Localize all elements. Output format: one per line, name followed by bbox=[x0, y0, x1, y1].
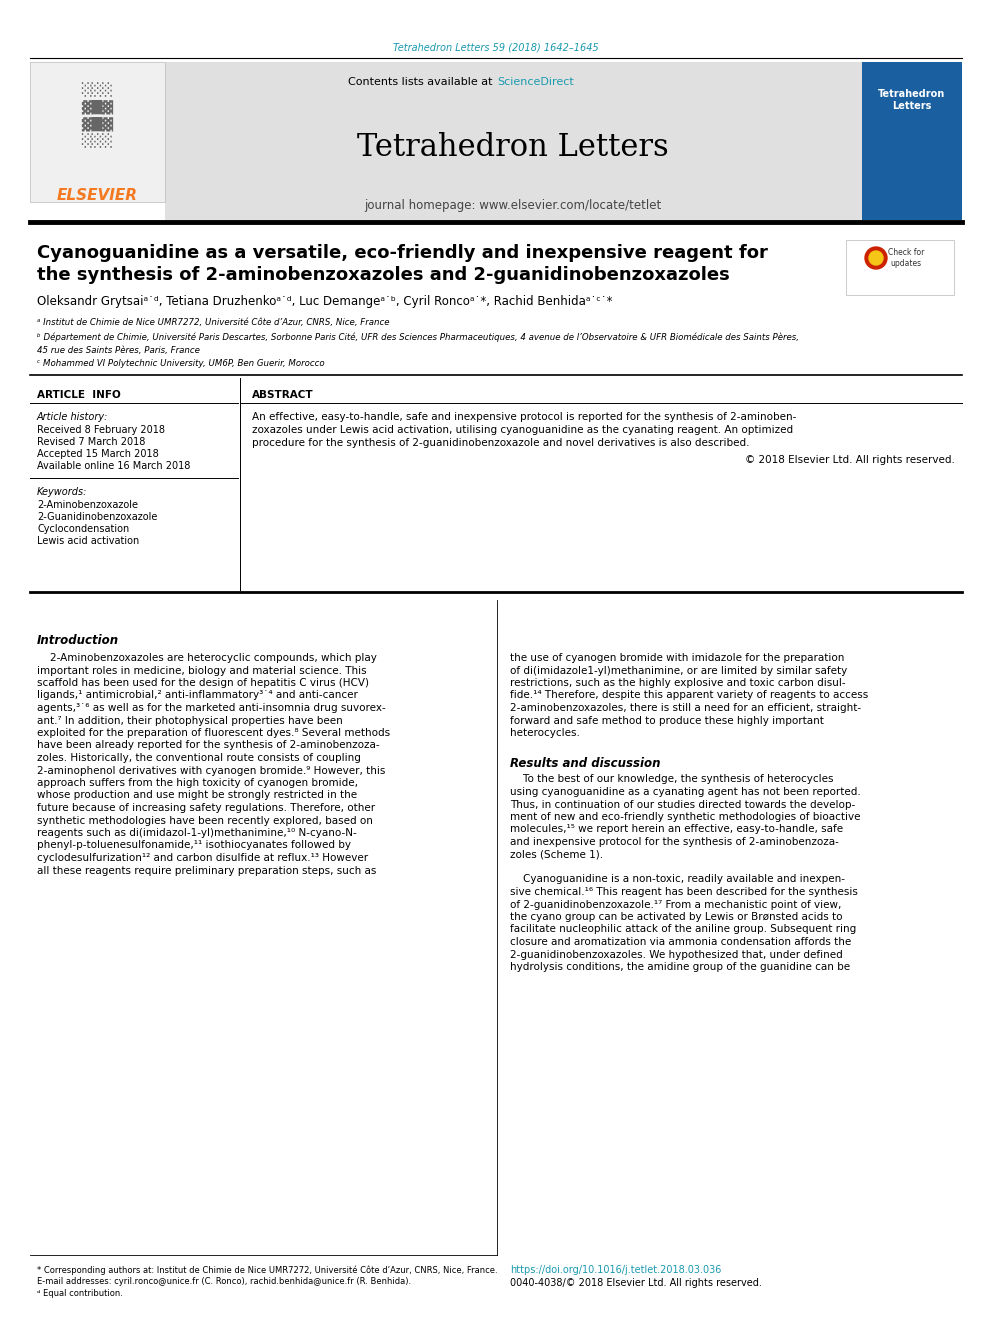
Text: Keywords:: Keywords: bbox=[37, 487, 87, 497]
Text: ligands,¹ antimicrobial,² anti-inflammatory³˙⁴ and anti-cancer: ligands,¹ antimicrobial,² anti-inflammat… bbox=[37, 691, 358, 700]
Text: hydrolysis conditions, the amidine group of the guanidine can be: hydrolysis conditions, the amidine group… bbox=[510, 962, 850, 972]
Text: all these reagents require preliminary preparation steps, such as: all these reagents require preliminary p… bbox=[37, 865, 376, 876]
Text: ᵈ Equal contribution.: ᵈ Equal contribution. bbox=[37, 1290, 123, 1298]
Text: phenyl-p-toluenesulfonamide,¹¹ isothiocyanates followed by: phenyl-p-toluenesulfonamide,¹¹ isothiocy… bbox=[37, 840, 351, 851]
Text: of 2-guanidinobenzoxazole.¹⁷ From a mechanistic point of view,: of 2-guanidinobenzoxazole.¹⁷ From a mech… bbox=[510, 900, 841, 909]
Text: 2-Aminobenzoxazoles are heterocyclic compounds, which play: 2-Aminobenzoxazoles are heterocyclic com… bbox=[37, 654, 377, 663]
Circle shape bbox=[865, 247, 887, 269]
Text: To the best of our knowledge, the synthesis of heterocycles: To the best of our knowledge, the synthe… bbox=[510, 774, 833, 785]
Text: Thus, in continuation of our studies directed towards the develop-: Thus, in continuation of our studies dir… bbox=[510, 799, 855, 810]
Text: important roles in medicine, biology and material science. This: important roles in medicine, biology and… bbox=[37, 665, 367, 676]
Text: fide.¹⁴ Therefore, despite this apparent variety of reagents to access: fide.¹⁴ Therefore, despite this apparent… bbox=[510, 691, 868, 700]
Text: ᵃ Institut de Chimie de Nice UMR7272, Université Côte d’Azur, CNRS, Nice, France: ᵃ Institut de Chimie de Nice UMR7272, Un… bbox=[37, 319, 390, 328]
Text: ARTICLE  INFO: ARTICLE INFO bbox=[37, 390, 121, 400]
Text: reagents such as di(imidazol-1-yl)methanimine,¹⁰ N-cyano-N-: reagents such as di(imidazol-1-yl)methan… bbox=[37, 828, 357, 837]
Text: Check for
updates: Check for updates bbox=[888, 249, 925, 267]
Text: the synthesis of 2-aminobenzoxazoles and 2-guanidinobenzoxazoles: the synthesis of 2-aminobenzoxazoles and… bbox=[37, 266, 730, 284]
Text: using cyanoguanidine as a cyanating agent has not been reported.: using cyanoguanidine as a cyanating agen… bbox=[510, 787, 861, 796]
Text: 45 rue des Saints Pères, Paris, France: 45 rue des Saints Pères, Paris, France bbox=[37, 345, 199, 355]
Text: the cyano group can be activated by Lewis or Brønsted acids to: the cyano group can be activated by Lewi… bbox=[510, 912, 842, 922]
Bar bbox=[862, 62, 962, 220]
Text: scaffold has been used for the design of hepatitis C virus (HCV): scaffold has been used for the design of… bbox=[37, 677, 369, 688]
Text: facilitate nucleophilic attack of the aniline group. Subsequent ring: facilitate nucleophilic attack of the an… bbox=[510, 925, 856, 934]
Text: heterocycles.: heterocycles. bbox=[510, 728, 580, 738]
Text: ant.⁷ In addition, their photophysical properties have been: ant.⁷ In addition, their photophysical p… bbox=[37, 716, 343, 725]
Text: the use of cyanogen bromide with imidazole for the preparation: the use of cyanogen bromide with imidazo… bbox=[510, 654, 844, 663]
Text: zoxazoles under Lewis acid activation, utilising cyanoguanidine as the cyanating: zoxazoles under Lewis acid activation, u… bbox=[252, 425, 794, 435]
Text: 2-guanidinobenzoxazoles. We hypothesized that, under defined: 2-guanidinobenzoxazoles. We hypothesized… bbox=[510, 950, 843, 959]
Text: 2-Guanidinobenzoxazole: 2-Guanidinobenzoxazole bbox=[37, 512, 158, 523]
Text: 2-aminophenol derivatives with cyanogen bromide.⁹ However, this: 2-aminophenol derivatives with cyanogen … bbox=[37, 766, 385, 775]
Text: 0040-4038/© 2018 Elsevier Ltd. All rights reserved.: 0040-4038/© 2018 Elsevier Ltd. All right… bbox=[510, 1278, 762, 1289]
Text: Lewis acid activation: Lewis acid activation bbox=[37, 536, 139, 546]
Text: ABSTRACT: ABSTRACT bbox=[252, 390, 313, 400]
Text: approach suffers from the high toxicity of cyanogen bromide,: approach suffers from the high toxicity … bbox=[37, 778, 358, 789]
Text: Available online 16 March 2018: Available online 16 March 2018 bbox=[37, 460, 190, 471]
Bar bbox=[165, 62, 862, 220]
Bar bbox=[30, 62, 165, 202]
Text: ᶜ Mohammed VI Polytechnic University, UM6P, Ben Guerir, Morocco: ᶜ Mohammed VI Polytechnic University, UM… bbox=[37, 359, 324, 368]
Text: zoles. Historically, the conventional route consists of coupling: zoles. Historically, the conventional ro… bbox=[37, 753, 361, 763]
Bar bbox=[846, 239, 954, 295]
Text: Article history:: Article history: bbox=[37, 411, 108, 422]
Text: Introduction: Introduction bbox=[37, 634, 119, 647]
Text: An effective, easy-to-handle, safe and inexpensive protocol is reported for the : An effective, easy-to-handle, safe and i… bbox=[252, 411, 797, 422]
Text: Results and discussion: Results and discussion bbox=[510, 757, 661, 770]
Text: Cyclocondensation: Cyclocondensation bbox=[37, 524, 129, 534]
Text: Oleksandr Grytsaiᵃ˙ᵈ, Tetiana Druzhenkoᵃ˙ᵈ, Luc Demangeᵃ˙ᵇ, Cyril Roncoᵃ˙*, Rach: Oleksandr Grytsaiᵃ˙ᵈ, Tetiana Druzhenkoᵃ… bbox=[37, 295, 612, 308]
Text: E-mail addresses: cyril.ronco@unice.fr (C. Ronco), rachid.benhida@unice.fr (R. B: E-mail addresses: cyril.ronco@unice.fr (… bbox=[37, 1278, 411, 1286]
Text: synthetic methodologies have been recently explored, based on: synthetic methodologies have been recent… bbox=[37, 815, 373, 826]
Text: future because of increasing safety regulations. Therefore, other: future because of increasing safety regu… bbox=[37, 803, 375, 814]
Text: zoles (Scheme 1).: zoles (Scheme 1). bbox=[510, 849, 603, 860]
Text: Tetrahedron
Letters: Tetrahedron Letters bbox=[878, 89, 945, 111]
Circle shape bbox=[869, 251, 883, 265]
Text: Tetrahedron Letters: Tetrahedron Letters bbox=[357, 132, 669, 164]
Text: exploited for the preparation of fluorescent dyes.⁸ Several methods: exploited for the preparation of fluores… bbox=[37, 728, 390, 738]
Text: sive chemical.¹⁶ This reagent has been described for the synthesis: sive chemical.¹⁶ This reagent has been d… bbox=[510, 886, 858, 897]
Text: © 2018 Elsevier Ltd. All rights reserved.: © 2018 Elsevier Ltd. All rights reserved… bbox=[745, 455, 955, 464]
Text: Received 8 February 2018: Received 8 February 2018 bbox=[37, 425, 165, 435]
Text: whose production and use might be strongly restricted in the: whose production and use might be strong… bbox=[37, 791, 357, 800]
Text: Contents lists available at: Contents lists available at bbox=[348, 77, 496, 87]
Text: molecules,¹⁵ we report herein an effective, easy-to-handle, safe: molecules,¹⁵ we report herein an effecti… bbox=[510, 824, 843, 835]
Text: ░░░
▓█▓
▓█▓
░░░: ░░░ ▓█▓ ▓█▓ ░░░ bbox=[81, 82, 113, 148]
Text: closure and aromatization via ammonia condensation affords the: closure and aromatization via ammonia co… bbox=[510, 937, 851, 947]
Text: agents,³˙⁶ as well as for the marketed anti-insomnia drug suvorex-: agents,³˙⁶ as well as for the marketed a… bbox=[37, 703, 386, 713]
Text: Cyanoguanidine as a versatile, eco-friendly and inexpensive reagent for: Cyanoguanidine as a versatile, eco-frien… bbox=[37, 243, 768, 262]
Text: forward and safe method to produce these highly important: forward and safe method to produce these… bbox=[510, 716, 824, 725]
Text: have been already reported for the synthesis of 2-aminobenzoza-: have been already reported for the synth… bbox=[37, 741, 380, 750]
Text: ᵇ Département de Chimie, Université Paris Descartes, Sorbonne Paris Cité, UFR de: ᵇ Département de Chimie, Université Pari… bbox=[37, 332, 799, 341]
Text: Revised 7 March 2018: Revised 7 March 2018 bbox=[37, 437, 146, 447]
Text: * Corresponding authors at: Institut de Chimie de Nice UMR7272, Université Côte : * Corresponding authors at: Institut de … bbox=[37, 1265, 498, 1275]
Text: journal homepage: www.elsevier.com/locate/tetlet: journal homepage: www.elsevier.com/locat… bbox=[364, 198, 662, 212]
Text: and inexpensive protocol for the synthesis of 2-aminobenzoza-: and inexpensive protocol for the synthes… bbox=[510, 837, 839, 847]
Text: ment of new and eco-friendly synthetic methodologies of bioactive: ment of new and eco-friendly synthetic m… bbox=[510, 812, 860, 822]
Text: of di(imidazole1-yl)methanimine, or are limited by similar safety: of di(imidazole1-yl)methanimine, or are … bbox=[510, 665, 847, 676]
Text: ScienceDirect: ScienceDirect bbox=[497, 77, 573, 87]
Text: restrictions, such as the highly explosive and toxic carbon disul-: restrictions, such as the highly explosi… bbox=[510, 677, 845, 688]
Text: procedure for the synthesis of 2-guanidinobenzoxazole and novel derivatives is a: procedure for the synthesis of 2-guanidi… bbox=[252, 438, 750, 448]
Text: Accepted 15 March 2018: Accepted 15 March 2018 bbox=[37, 448, 159, 459]
Text: cyclodesulfurization¹² and carbon disulfide at reflux.¹³ However: cyclodesulfurization¹² and carbon disulf… bbox=[37, 853, 368, 863]
Text: Cyanoguanidine is a non-toxic, readily available and inexpen-: Cyanoguanidine is a non-toxic, readily a… bbox=[510, 875, 845, 885]
Text: https://doi.org/10.1016/j.tetlet.2018.03.036: https://doi.org/10.1016/j.tetlet.2018.03… bbox=[510, 1265, 721, 1275]
Text: Tetrahedron Letters 59 (2018) 1642–1645: Tetrahedron Letters 59 (2018) 1642–1645 bbox=[393, 44, 599, 53]
Text: 2-aminobenzoxazoles, there is still a need for an efficient, straight-: 2-aminobenzoxazoles, there is still a ne… bbox=[510, 703, 861, 713]
Text: ELSEVIER: ELSEVIER bbox=[57, 188, 138, 202]
Text: 2-Aminobenzoxazole: 2-Aminobenzoxazole bbox=[37, 500, 138, 509]
